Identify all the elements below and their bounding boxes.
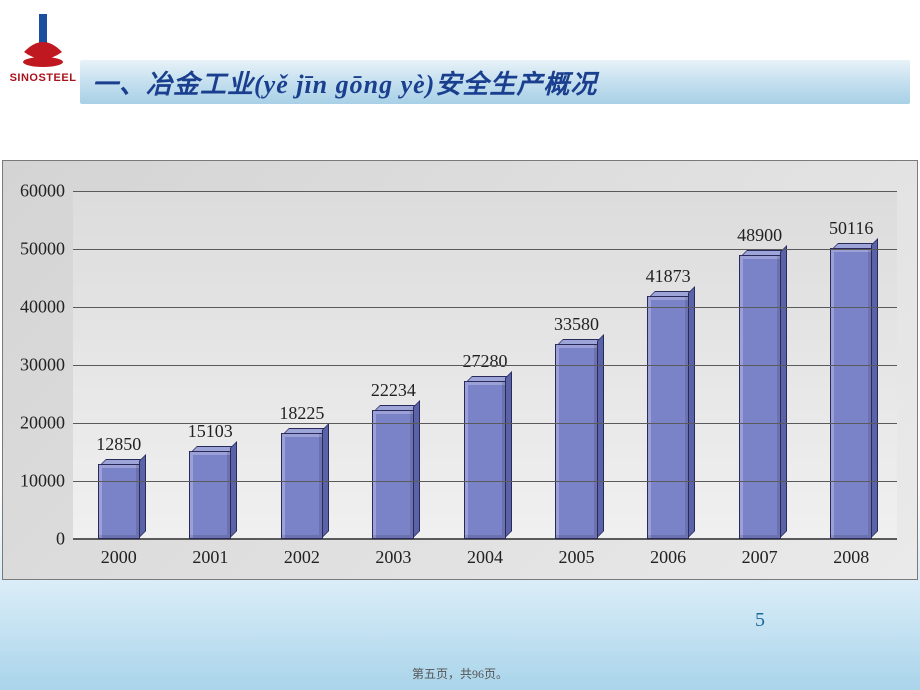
x-tick-label: 2005 — [559, 547, 595, 568]
grid-line — [73, 365, 897, 366]
bar: 41873 — [647, 296, 689, 539]
bar: 18225 — [281, 433, 323, 539]
y-tick-label: 60000 — [20, 181, 65, 202]
y-tick-label: 20000 — [20, 413, 65, 434]
bar-value-label: 33580 — [554, 314, 599, 335]
y-tick-label: 30000 — [20, 355, 65, 376]
slide-title: 一、冶金工业(yě jīn gōng yè)安全生产概况 — [92, 64, 597, 101]
sinosteel-logo-icon — [18, 12, 68, 70]
bar: 22234 — [372, 410, 414, 539]
grid-line — [73, 191, 897, 192]
y-tick-label: 50000 — [20, 239, 65, 260]
bar-value-label: 18225 — [279, 403, 324, 424]
bar-value-label: 41873 — [646, 266, 691, 287]
slide-number: 5 — [755, 609, 765, 632]
bar-side-face — [413, 400, 420, 538]
logo: SINOSTEEL — [8, 12, 78, 84]
bar-value-label: 50116 — [829, 218, 873, 239]
y-tick-label: 0 — [56, 529, 65, 550]
bar-side-face — [688, 286, 695, 538]
bar-value-label: 22234 — [371, 380, 416, 401]
chart-plot-area: 1285020001510320011822520022223420032728… — [73, 191, 897, 539]
grid-line — [73, 307, 897, 308]
title-bar: 一、冶金工业(yě jīn gōng yè)安全生产概况 — [80, 60, 910, 104]
x-tick-label: 2000 — [101, 547, 137, 568]
grid-line — [73, 249, 897, 250]
bar-value-label: 27280 — [462, 351, 507, 372]
bar: 12850 — [98, 464, 140, 539]
x-tick-label: 2007 — [742, 547, 778, 568]
bar-side-face — [871, 238, 878, 538]
x-tick-label: 2002 — [284, 547, 320, 568]
x-tick-label: 2003 — [375, 547, 411, 568]
bar-side-face — [230, 441, 237, 538]
bar-value-label: 15103 — [188, 421, 233, 442]
x-tick-label: 2008 — [833, 547, 869, 568]
bar: 15103 — [189, 451, 231, 539]
bar-value-label: 12850 — [96, 434, 141, 455]
x-tick-label: 2004 — [467, 547, 503, 568]
grid-line — [73, 481, 897, 482]
bar-chart: 12850 2000 15103 2001 18225 2002 22234 2003 2728… — [2, 160, 918, 580]
grid-line — [73, 423, 897, 424]
bar: 48900 — [739, 255, 781, 539]
y-tick-label: 10000 — [20, 471, 65, 492]
bar-side-face — [505, 371, 512, 538]
bar-side-face — [139, 454, 146, 538]
bar-side-face — [780, 245, 787, 538]
logo-text: SINOSTEEL — [8, 72, 78, 84]
bar: 50116 — [830, 248, 872, 539]
bar: 27280 — [464, 381, 506, 539]
grid-line — [73, 539, 897, 540]
y-tick-label: 40000 — [20, 297, 65, 318]
footer-text: 第五页，共96页。 — [0, 665, 920, 682]
x-tick-label: 2006 — [650, 547, 686, 568]
bar-value-label: 48900 — [737, 225, 782, 246]
bar: 33580 — [555, 344, 597, 539]
x-tick-label: 2001 — [192, 547, 228, 568]
